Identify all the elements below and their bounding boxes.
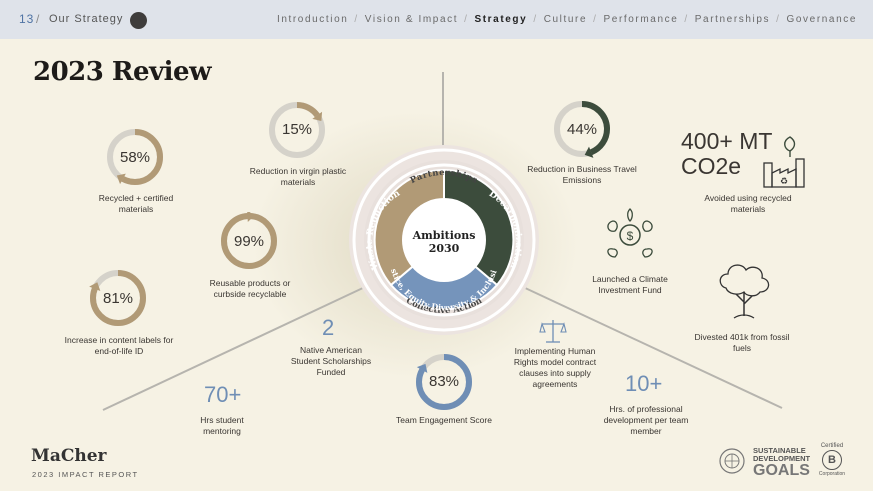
ambitions-year: 2030 [429, 242, 460, 255]
divider: / [593, 14, 598, 25]
ambitions-wheel: Partnerships Collective Action Waste Red… [339, 140, 539, 335]
co2-amount: 400+ MT [681, 128, 773, 154]
business-travel-label: Reduction in Business Travel Emissions [527, 164, 637, 185]
mentoring-number: 70+ [204, 382, 242, 407]
reusable-percent: 99% [233, 233, 265, 250]
sdg-logo: SUSTAINABLE DEVELOPMENT [753, 447, 810, 463]
nav-vision-impact[interactable]: Vision & Impact [364, 14, 459, 25]
menu-dot-icon[interactable] [130, 12, 147, 29]
sdg-goals: GOALS [753, 462, 810, 479]
climate-fund-label: Launched a Climate Investment Fund [592, 274, 668, 295]
ring-progress [416, 354, 472, 410]
factory-recycle-icon: ♻ [763, 136, 805, 188]
recycled-ring [107, 129, 163, 185]
reusable-ring [221, 212, 277, 269]
recycled-percent: 58% [119, 149, 151, 166]
nav-culture[interactable]: Culture [543, 14, 588, 25]
nav-introduction[interactable]: Introduction [276, 14, 349, 25]
business-travel-percent: 44% [566, 121, 598, 138]
money-plant-icon: $ [607, 208, 653, 258]
scholarships-number: 2 [322, 315, 335, 340]
divider: / [533, 14, 538, 25]
virgin-plastic-ring [269, 102, 325, 158]
development-label: Hrs. of professional development per tea… [603, 404, 689, 436]
svg-text:♻: ♻ [780, 176, 788, 186]
divider: / [776, 14, 781, 25]
report-title: 2023 IMPACT REPORT [32, 470, 139, 479]
ring-arrow-icon [584, 146, 594, 158]
virgin-plastic-label: Reduction in virgin plastic materials [249, 166, 347, 187]
mentoring-label: Hrs student mentoring [200, 415, 244, 436]
ring-progress [90, 270, 146, 326]
section-title: Our Strategy [49, 13, 124, 25]
nav-governance[interactable]: Governance [786, 14, 857, 25]
content-labels-percent: 81% [102, 290, 134, 307]
ring-progress [269, 102, 325, 158]
content-labels-ring [89, 270, 146, 326]
divider: / [354, 14, 359, 25]
scales-icon [539, 320, 567, 343]
b-corp-icon: B [822, 450, 842, 470]
nav-strategy[interactable]: Strategy [474, 14, 528, 25]
divider: / [36, 12, 40, 26]
human-rights-label: Implementing Human Rights model contract… [513, 346, 597, 389]
co2-unit: CO2e [681, 153, 742, 179]
engagement-percent: 83% [428, 373, 460, 390]
virgin-plastic-percent: 15% [281, 121, 313, 138]
ring-progress [107, 129, 163, 185]
ring-arrow-icon [312, 111, 323, 121]
divider: / [684, 14, 689, 25]
company-logo: MaCher [31, 446, 107, 466]
b-corp-logo: Certified B Corporation [818, 443, 846, 477]
scholarships-label: Native American Student Scholarships Fun… [290, 345, 372, 377]
reusable-label: Reusable products or curbside recyclable [209, 278, 291, 299]
engagement-ring [416, 354, 472, 410]
ring-progress [554, 101, 610, 157]
engagement-label: Team Engagement Score [396, 415, 492, 425]
co2-label: Avoided using recycled materials [704, 193, 792, 214]
global-compact-icon [719, 448, 745, 474]
nav-partnerships[interactable]: Partnerships [694, 14, 771, 25]
business-travel-ring [554, 101, 610, 158]
sdg-line2: DEVELOPMENT [753, 454, 811, 463]
development-number: 10+ [625, 371, 663, 396]
page-number: 13 [19, 12, 35, 26]
ring-arrow-icon [116, 173, 126, 185]
co2-stat: 400+ MT CO2e [681, 129, 772, 179]
b-corp-certified: Certified [820, 443, 844, 449]
svg-text:$: $ [627, 229, 634, 243]
ambitions-title: Ambitions [412, 229, 476, 242]
ring-arrow-icon [247, 212, 255, 223]
b-corp-sub: Corporation [818, 471, 846, 477]
ring-arrow-icon [416, 363, 428, 373]
recycled-label: Recycled + certified materials [98, 193, 174, 214]
content-labels-label: Increase in content labels for end-of-li… [64, 335, 174, 356]
ring-arrow-icon [89, 282, 101, 292]
sdg-line1: SUSTAINABLE [753, 446, 806, 455]
divider: / [464, 14, 469, 25]
tree-icon [719, 264, 770, 319]
page-title: 2023 Review [33, 57, 211, 87]
top-navigation: Introduction / Vision & Impact / Strategy /… [277, 14, 857, 25]
divested-label: Divested 401k from fossil fuels [694, 332, 790, 353]
nav-performance[interactable]: Performance [603, 14, 679, 25]
